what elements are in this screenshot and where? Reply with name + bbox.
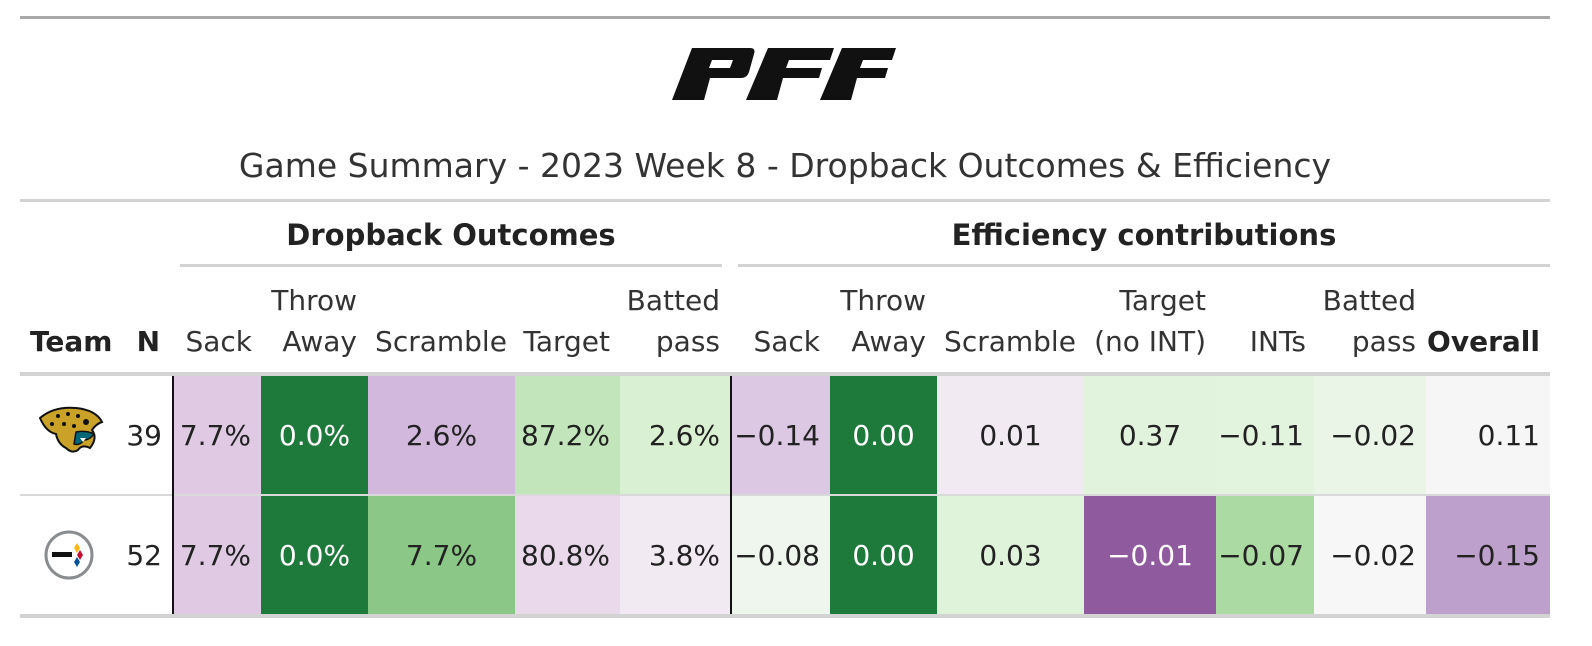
col-header-throw-away: Throw Away (271, 284, 357, 358)
row-separator (20, 494, 1550, 496)
spanner-dropback-outcomes: Dropback Outcomes (286, 218, 616, 252)
cell-eff-scramble: 0.01 (937, 376, 1084, 494)
col-header-target: Target (523, 325, 610, 358)
cell-n: 52 (126, 538, 162, 572)
col-header-eff-ints: INTs (1249, 325, 1306, 358)
cell-throw-away: 0.0% (261, 376, 368, 494)
steelers-logo-icon (44, 530, 94, 580)
col-header-scramble: Scramble (375, 325, 507, 358)
spanner-rule-outcomes (180, 264, 722, 267)
col-header-eff-batted-pass: Batted pass (1322, 284, 1416, 358)
col-header-sack: Sack (185, 325, 252, 358)
cell-eff-ints: −0.11 (1216, 376, 1314, 494)
cell-eff-ints: −0.07 (1216, 496, 1314, 614)
cell-target: 87.2% (515, 376, 620, 494)
cell-batted-pass: 2.6% (620, 376, 730, 494)
column-divider (730, 376, 732, 614)
cell-eff-sack: −0.08 (730, 496, 830, 614)
cell-scramble: 2.6% (368, 376, 515, 494)
cell-eff-sack: −0.14 (730, 376, 830, 494)
cell-throw-away: 0.0% (261, 496, 368, 614)
bottom-rule (20, 614, 1550, 618)
col-header-batted-pass: Batted pass (626, 284, 720, 358)
spanner-rule-efficiency (738, 264, 1550, 267)
cell-sack: 7.7% (172, 376, 261, 494)
title-rule (20, 199, 1550, 202)
cell-overall: −0.15 (1426, 496, 1550, 614)
jaguars-logo-icon (38, 406, 104, 453)
cell-overall: 0.11 (1426, 376, 1550, 494)
col-header-overall: Overall (1427, 325, 1540, 358)
col-header-eff-target: Target (no INT) (1094, 284, 1206, 358)
cell-eff-batted-pass: −0.02 (1314, 376, 1426, 494)
cell-n: 39 (126, 418, 162, 452)
cell-eff-throw-away: 0.00 (830, 376, 937, 494)
spanner-efficiency-contributions: Efficiency contributions (951, 218, 1337, 252)
col-header-eff-sack: Sack (753, 325, 820, 358)
cell-eff-target: 0.37 (1084, 376, 1216, 494)
cell-scramble: 7.7% (368, 496, 515, 614)
header-rule (20, 372, 1550, 376)
top-rule (20, 16, 1550, 19)
cell-eff-scramble: 0.03 (937, 496, 1084, 614)
col-header-team: Team (30, 325, 113, 358)
pff-logo-icon (672, 48, 896, 100)
cell-eff-target: −0.01 (1084, 496, 1216, 614)
col-header-eff-scramble: Scramble (944, 325, 1076, 358)
cell-eff-throw-away: 0.00 (830, 496, 937, 614)
cell-sack: 7.7% (172, 496, 261, 614)
cell-batted-pass: 3.8% (620, 496, 730, 614)
col-header-n: N (136, 325, 160, 358)
table-title: Game Summary - 2023 Week 8 - Dropback Ou… (238, 146, 1332, 185)
column-divider (172, 376, 174, 614)
cell-eff-batted-pass: −0.02 (1314, 496, 1426, 614)
col-header-eff-throw-away: Throw Away (840, 284, 926, 358)
cell-target: 80.8% (515, 496, 620, 614)
